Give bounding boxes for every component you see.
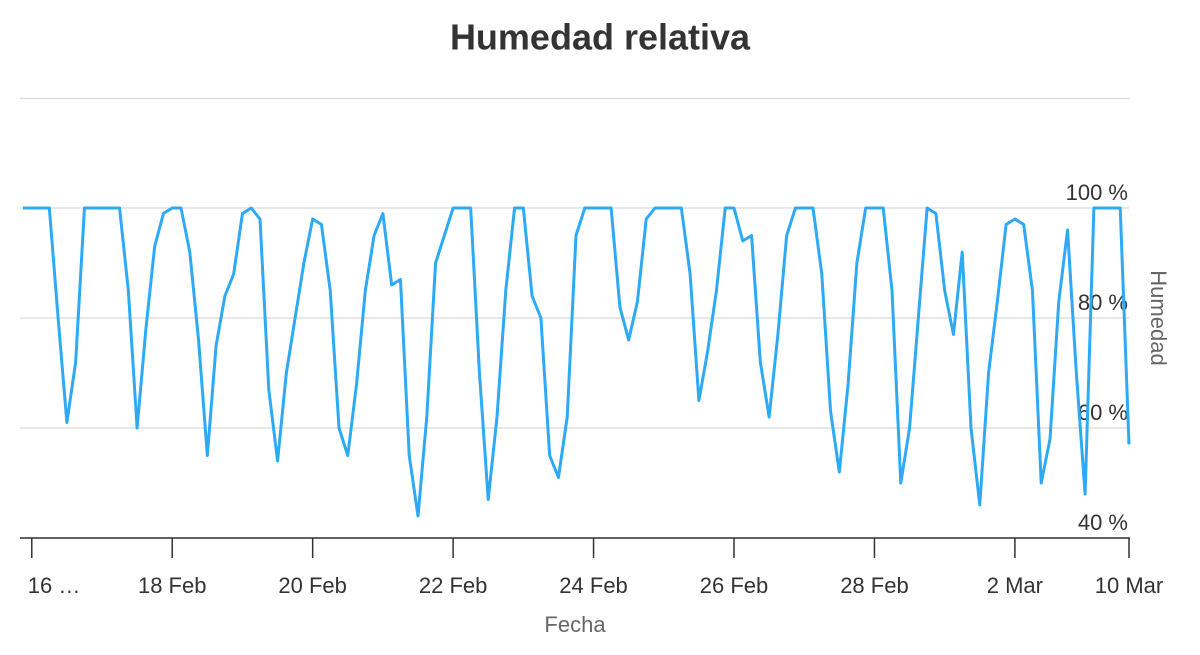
y-axis-title: Humedad	[1146, 270, 1171, 365]
x-tick-label: 28 Feb	[840, 573, 909, 598]
y-tick-label: 100 %	[1066, 180, 1128, 205]
x-tick-label: 2 Mar	[987, 573, 1043, 598]
x-tick-label: 16 …	[28, 573, 81, 598]
y-tick-label: 80 %	[1078, 290, 1128, 315]
x-tick-label: 18 Feb	[138, 573, 207, 598]
x-tick-label: 22 Feb	[419, 573, 488, 598]
y-tick-label: 40 %	[1078, 510, 1128, 535]
x-tick-label: 24 Feb	[559, 573, 628, 598]
data-line	[23, 206, 1131, 518]
x-tick-label: 10 Mar	[1095, 573, 1163, 598]
x-tick-label: 26 Feb	[700, 573, 769, 598]
x-tick-label: 20 Feb	[278, 573, 347, 598]
chart-title: Humedad relativa	[450, 17, 751, 58]
x-axis-title: Fecha	[544, 612, 606, 637]
y-tick-label: 60 %	[1078, 400, 1128, 425]
